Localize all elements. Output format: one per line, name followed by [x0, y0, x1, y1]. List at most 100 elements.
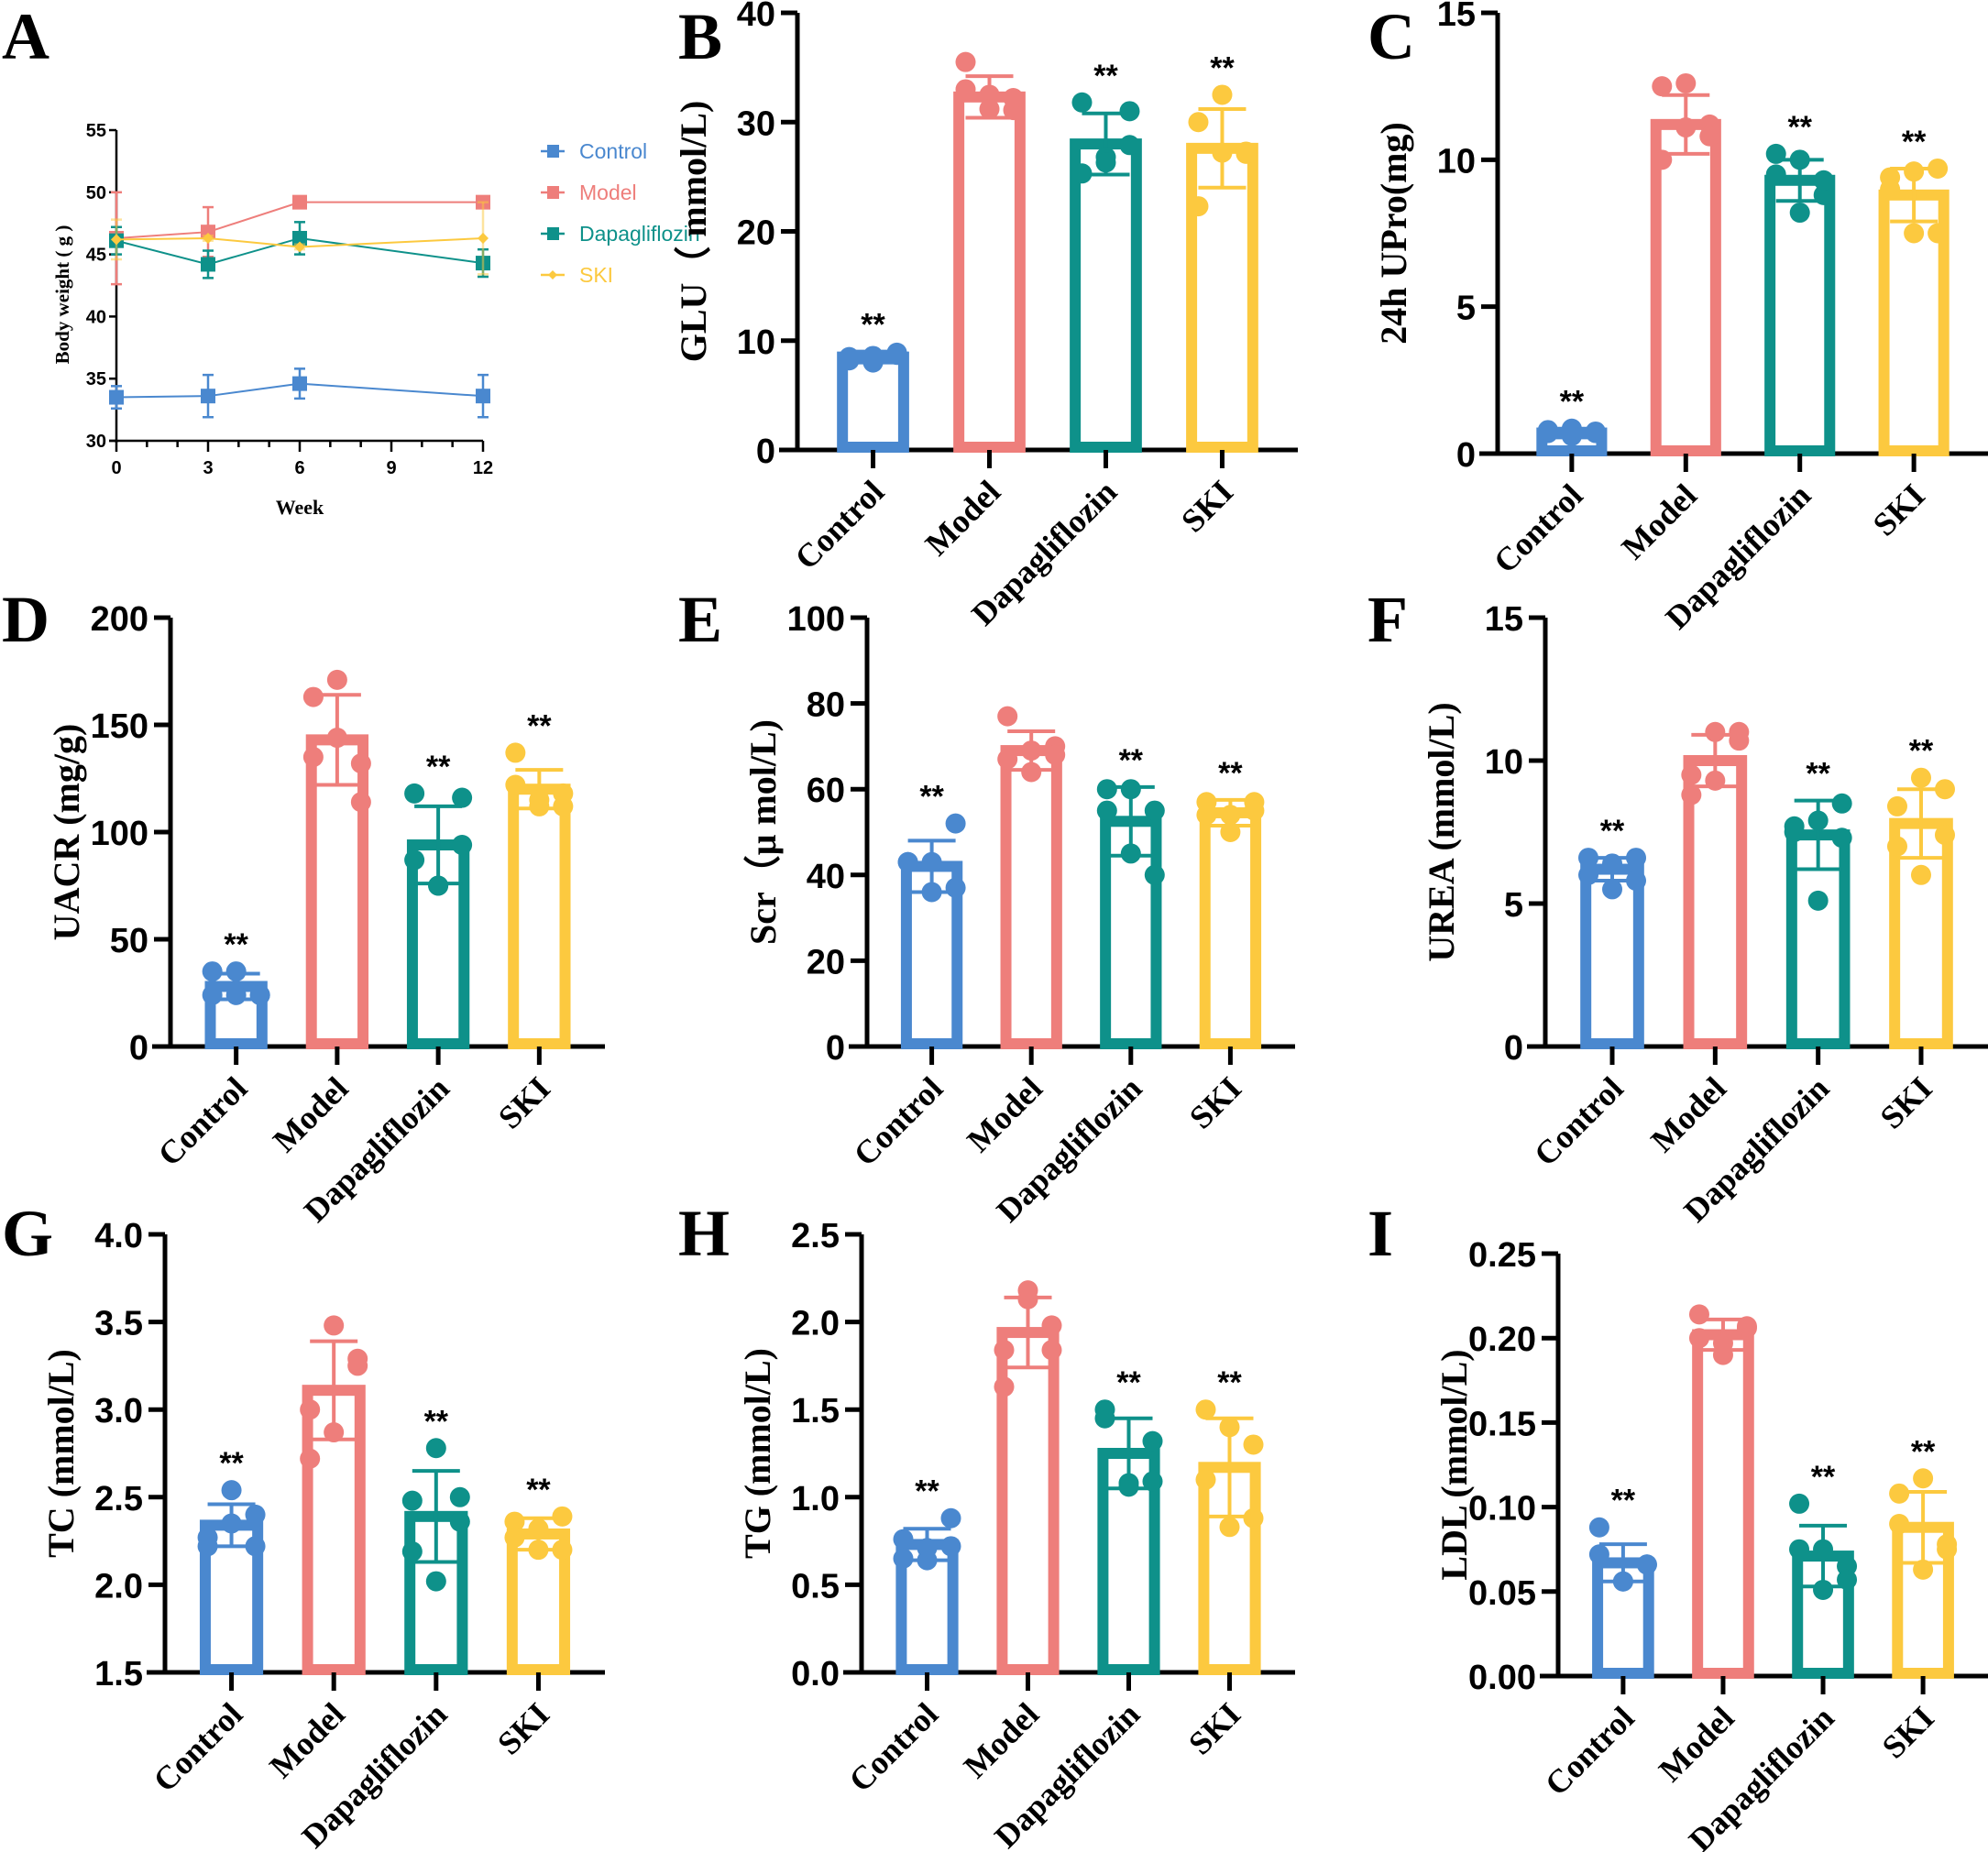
data-point — [1142, 1430, 1163, 1452]
data-point — [1578, 848, 1599, 869]
data-point — [1880, 179, 1901, 200]
panel-label-e: E — [678, 583, 723, 656]
significance-mark: ** — [861, 308, 885, 343]
significance-mark: ** — [1909, 734, 1934, 769]
data-point — [1789, 1539, 1810, 1560]
x-tick-label: Model — [1614, 477, 1704, 566]
data-point — [1652, 76, 1673, 97]
panel-label-d: D — [2, 583, 49, 656]
y-tick-label: 40 — [86, 307, 106, 327]
data-point — [300, 1448, 321, 1469]
data-point — [528, 1518, 549, 1540]
y-axis-label: Scr（μ mol/L) — [742, 719, 784, 945]
data-point — [1071, 92, 1093, 113]
panel-label-i: I — [1367, 1197, 1394, 1270]
data-point — [1003, 88, 1024, 109]
y-tick-label: 40 — [807, 858, 845, 896]
y-tick-label: 10 — [1437, 142, 1476, 181]
y-tick-label: 80 — [807, 686, 845, 725]
data-point — [1220, 805, 1241, 826]
data-point — [1813, 184, 1834, 205]
data-point — [401, 1490, 423, 1511]
data-point — [1789, 1493, 1810, 1514]
data-point — [1681, 784, 1702, 805]
data-point — [202, 961, 223, 982]
data-point — [197, 1527, 218, 1548]
data-point — [294, 241, 305, 253]
y-tick-label: 0 — [1456, 436, 1476, 475]
y-tick-label: 0.0 — [791, 1655, 840, 1693]
y-tick-label: 20 — [737, 214, 775, 253]
significance-mark: ** — [527, 708, 552, 743]
significance-mark: ** — [1210, 50, 1235, 85]
data-point — [945, 877, 966, 898]
x-tick-label: Control — [841, 1695, 945, 1799]
data-point — [1219, 1517, 1240, 1538]
data-point — [1071, 163, 1093, 184]
data-point — [1041, 1340, 1062, 1361]
y-tick-label: 0.05 — [1468, 1574, 1536, 1613]
data-point — [202, 984, 223, 1005]
y-tick-label: 1.5 — [94, 1655, 143, 1693]
data-point — [452, 787, 473, 808]
bar-dapagliflozin — [1070, 138, 1142, 453]
significance-mark: ** — [1116, 1365, 1141, 1400]
x-tick-label: 0 — [111, 458, 121, 478]
data-point — [1236, 143, 1257, 164]
legend-marker — [548, 270, 557, 279]
data-point — [1729, 721, 1750, 742]
y-tick-label: 0 — [756, 433, 775, 471]
y-tick-label: 3.5 — [94, 1305, 143, 1343]
x-tick-label: Control — [1527, 1069, 1631, 1173]
data-point — [504, 1511, 525, 1532]
x-tick-label: SKI — [1875, 1699, 1941, 1765]
data-point — [1837, 1569, 1858, 1590]
significance-mark: ** — [915, 1474, 939, 1509]
data-point — [1585, 421, 1606, 442]
series-line — [115, 382, 484, 399]
bar-model — [1692, 1329, 1754, 1679]
data-point — [552, 1540, 573, 1561]
legend-label: Control — [579, 139, 647, 163]
data-point — [300, 1399, 321, 1420]
legend-marker — [547, 227, 559, 240]
significance-mark: ** — [526, 1473, 551, 1507]
data-point — [425, 1571, 446, 1592]
y-tick-label: 200 — [91, 600, 148, 639]
series-line — [115, 236, 484, 248]
y-tick-label: 100 — [91, 815, 148, 853]
y-tick-label: 50 — [86, 183, 106, 203]
y-tick-label: 2.0 — [94, 1567, 143, 1605]
data-point — [1928, 158, 1949, 179]
x-tick-label: 12 — [473, 458, 493, 478]
data-point — [1904, 223, 1925, 244]
data-point — [1142, 1471, 1163, 1492]
y-tick-label: 0.5 — [791, 1567, 840, 1605]
data-point — [955, 79, 976, 100]
data-point — [1813, 170, 1834, 191]
data-point — [505, 742, 526, 763]
data-point — [449, 1486, 470, 1507]
y-axis-label: Body weight ( g ) — [51, 225, 73, 365]
data-point — [1736, 1316, 1757, 1337]
significance-mark: ** — [219, 1446, 244, 1481]
data-point — [1188, 196, 1209, 217]
y-tick-label: 10 — [737, 323, 775, 362]
data-point — [452, 835, 473, 856]
data-point — [1789, 203, 1810, 224]
data-point — [1784, 822, 1805, 842]
y-tick-label: 0.10 — [1468, 1490, 1536, 1529]
data-point — [225, 984, 247, 1005]
significance-mark: ** — [1218, 756, 1243, 791]
y-tick-label: 2.5 — [94, 1480, 143, 1518]
panel-label-h: H — [678, 1197, 730, 1270]
significance-mark: ** — [1806, 757, 1830, 792]
y-tick-label: 20 — [807, 943, 845, 981]
x-tick-label: SKI — [1181, 1695, 1247, 1761]
data-point — [302, 686, 324, 707]
y-tick-label: 0.00 — [1468, 1659, 1536, 1697]
y-tick-label: 4.0 — [94, 1217, 143, 1255]
x-tick-label: Model — [1643, 1069, 1733, 1159]
data-point — [1243, 1507, 1264, 1529]
